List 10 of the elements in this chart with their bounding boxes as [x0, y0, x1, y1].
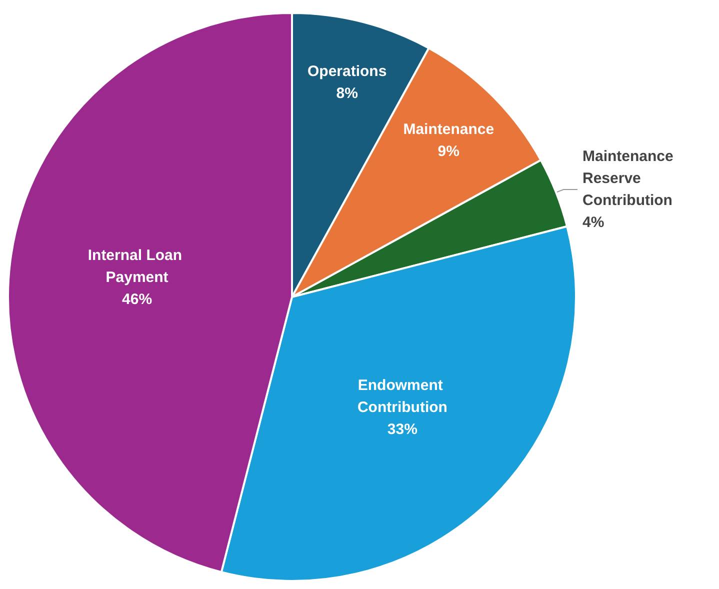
data-label: 8% — [336, 84, 358, 102]
slice-label: Internal Loan Payment — [88, 246, 186, 286]
slice-label: Maintenance Reserve Contribution — [582, 148, 678, 210]
data-label: 46% — [122, 290, 152, 308]
data-label: 4% — [582, 214, 604, 232]
data-label: 9% — [438, 142, 460, 160]
slice-label: Endowment Contribution — [357, 376, 448, 416]
slice-label: Operations — [307, 62, 387, 80]
slice-label: Maintenance — [403, 120, 494, 138]
data-label: 33% — [387, 420, 418, 438]
